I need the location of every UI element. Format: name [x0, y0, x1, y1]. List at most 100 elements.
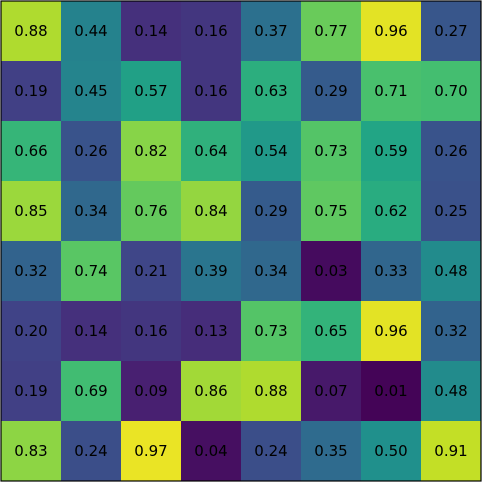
heatmap-cell-label: 0.14 [74, 322, 107, 340]
heatmap-cell-label: 0.24 [74, 442, 107, 460]
heatmap-cell-label: 0.09 [134, 382, 167, 400]
heatmap-cell-label: 0.29 [254, 202, 287, 220]
heatmap-cell [181, 181, 242, 242]
heatmap-cell [1, 181, 62, 242]
heatmap-cell-label: 0.88 [254, 382, 287, 400]
heatmap-cell-label: 0.91 [434, 442, 467, 460]
heatmap-cell [241, 421, 302, 482]
heatmap-cell [301, 1, 362, 62]
heatmap-cell [181, 301, 242, 362]
heatmap-cell [61, 181, 122, 242]
heatmap-cell-label: 0.96 [374, 322, 407, 340]
heatmap-cell-label: 0.37 [254, 22, 287, 40]
heatmap-cell [421, 121, 482, 182]
heatmap-cell [181, 241, 242, 302]
heatmap-cell [61, 361, 122, 422]
heatmap-cell-label: 0.26 [434, 142, 467, 160]
heatmap-cell [361, 361, 422, 422]
heatmap-cell-label: 0.45 [74, 82, 107, 100]
heatmap-cell [421, 301, 482, 362]
heatmap-cell [301, 121, 362, 182]
heatmap-cell-label: 0.59 [374, 142, 407, 160]
heatmap-cell [121, 121, 182, 182]
heatmap-cell [181, 421, 242, 482]
heatmap-cell [121, 181, 182, 242]
heatmap-cell [61, 241, 122, 302]
heatmap-cell [1, 361, 62, 422]
heatmap-cell-label: 0.13 [194, 322, 227, 340]
heatmap-cell-label: 0.63 [254, 82, 287, 100]
heatmap-cell [361, 121, 422, 182]
heatmap-cell [1, 421, 62, 482]
heatmap-cell-label: 0.27 [434, 22, 467, 40]
heatmap-cell-labels: 0.88 0.44 0.14 0.16 0.37 0.77 0.96 0.27 0.19 0.45… [14, 22, 467, 460]
heatmap-cell [301, 361, 362, 422]
heatmap-cell [301, 241, 362, 302]
heatmap-cell [241, 241, 302, 302]
heatmap-cell [421, 361, 482, 422]
heatmap-cell-label: 0.85 [14, 202, 47, 220]
heatmap-cell [1, 241, 62, 302]
heatmap-cell-label: 0.73 [314, 142, 347, 160]
heatmap-cell [361, 241, 422, 302]
heatmap-cell-label: 0.48 [434, 382, 467, 400]
heatmap-cell-label: 0.96 [374, 22, 407, 40]
heatmap-cell-label: 0.32 [14, 262, 47, 280]
heatmap-cell-label: 0.25 [434, 202, 467, 220]
heatmap-cell-label: 0.71 [374, 82, 407, 100]
heatmap-cell [181, 1, 242, 62]
heatmap-cell [181, 61, 242, 122]
heatmap-cell [361, 301, 422, 362]
heatmap-cell [241, 61, 302, 122]
heatmap-cell-label: 0.69 [74, 382, 107, 400]
heatmap-cell-label: 0.83 [14, 442, 47, 460]
heatmap-cell [121, 361, 182, 422]
heatmap-cell [301, 181, 362, 242]
heatmap-cell-label: 0.88 [14, 22, 47, 40]
heatmap-cell-label: 0.65 [314, 322, 347, 340]
heatmap-cell-label: 0.50 [374, 442, 407, 460]
heatmap-cell [1, 121, 62, 182]
heatmap-cell-label: 0.14 [134, 22, 167, 40]
heatmap-cell-label: 0.70 [434, 82, 467, 100]
heatmap-cell-label: 0.57 [134, 82, 167, 100]
heatmap-cell-label: 0.16 [194, 22, 227, 40]
heatmap-cell [241, 1, 302, 62]
heatmap-cell-label: 0.29 [314, 82, 347, 100]
heatmap-cell-label: 0.86 [194, 382, 227, 400]
heatmap-cell [1, 301, 62, 362]
heatmap-cell [421, 1, 482, 62]
heatmap-cell [361, 181, 422, 242]
heatmap-cell [361, 421, 422, 482]
heatmap-cell-label: 0.07 [314, 382, 347, 400]
heatmap-cell [61, 121, 122, 182]
heatmap-cell-label: 0.84 [194, 202, 227, 220]
heatmap-cell-label: 0.26 [74, 142, 107, 160]
heatmap-cell [121, 241, 182, 302]
heatmap-cell [121, 421, 182, 482]
heatmap-cell-label: 0.24 [254, 442, 287, 460]
heatmap-cell [121, 61, 182, 122]
heatmap-cell-label: 0.35 [314, 442, 347, 460]
heatmap-cell [61, 1, 122, 62]
heatmap-cell-label: 0.01 [374, 382, 407, 400]
heatmap-cell-label: 0.44 [74, 22, 107, 40]
heatmap-cell [301, 421, 362, 482]
heatmap-cell [241, 301, 302, 362]
heatmap-cell [1, 61, 62, 122]
heatmap-cell-label: 0.97 [134, 442, 167, 460]
heatmap-cell [1, 1, 62, 62]
heatmap-cell-label: 0.21 [134, 262, 167, 280]
heatmap-cell [241, 121, 302, 182]
heatmap-cell-label: 0.16 [194, 82, 227, 100]
heatmap-cell-label: 0.77 [314, 22, 347, 40]
heatmap-cell-label: 0.39 [194, 262, 227, 280]
heatmap-cell [61, 301, 122, 362]
heatmap-cell-label: 0.16 [134, 322, 167, 340]
heatmap-cell-label: 0.74 [74, 262, 107, 280]
heatmap-cell-label: 0.32 [434, 322, 467, 340]
heatmap-cell-label: 0.64 [194, 142, 227, 160]
heatmap-cell [301, 301, 362, 362]
